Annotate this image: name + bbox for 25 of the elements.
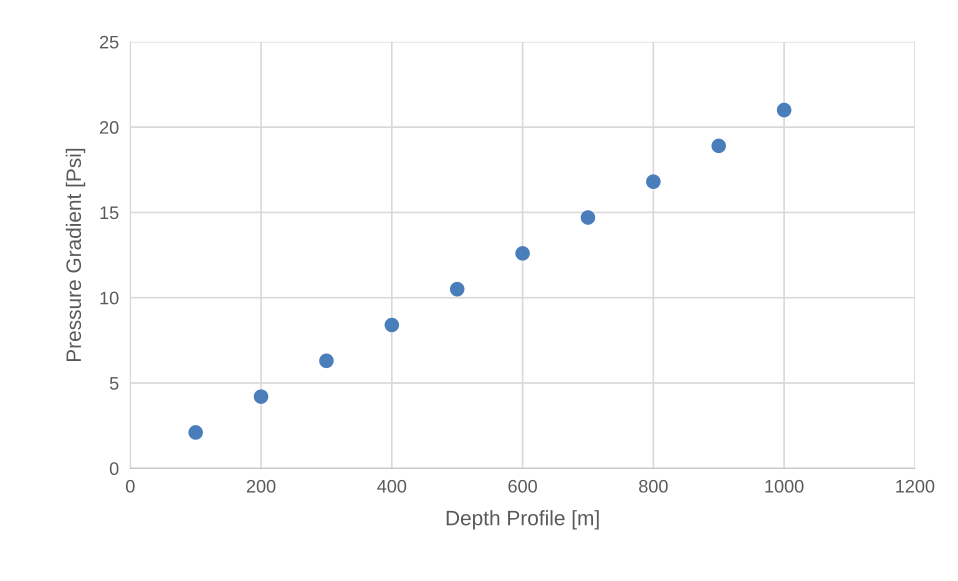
point — [254, 389, 268, 404]
point — [188, 425, 203, 440]
x-axis-title: Depth Profile [m] — [446, 510, 599, 530]
y-axis-title: Pressure Gradient [Psi] — [66, 148, 86, 362]
point — [711, 138, 726, 154]
y-tick-label: 10 — [100, 292, 118, 304]
x-tick-label: 1200 — [896, 480, 934, 493]
point — [776, 102, 792, 118]
x-tick-label: 600 — [508, 480, 537, 493]
x-tick-label: 0 — [126, 480, 135, 493]
y-tick-label: 25 — [100, 36, 118, 49]
point — [580, 210, 596, 225]
point — [450, 282, 464, 296]
point — [384, 318, 400, 332]
x-tick-label: 400 — [377, 480, 406, 493]
y-tick-label: 15 — [100, 206, 118, 220]
y-tick-label: 5 — [110, 377, 118, 390]
y-tick-label: 20 — [100, 121, 118, 134]
point — [319, 354, 334, 368]
x-tick-label: 1000 — [765, 480, 804, 493]
x-tick-label: 200 — [246, 480, 276, 493]
y-tick-label: 0 — [110, 462, 118, 476]
point — [515, 246, 530, 261]
point — [646, 174, 661, 189]
x-tick-label: 800 — [639, 480, 668, 493]
